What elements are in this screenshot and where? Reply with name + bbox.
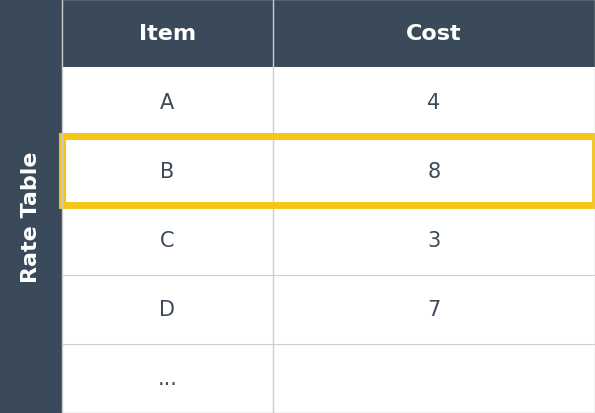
Bar xyxy=(62,344,273,413)
Bar xyxy=(273,68,595,137)
Text: C: C xyxy=(160,230,174,250)
Text: Cost: Cost xyxy=(406,24,462,44)
Text: D: D xyxy=(159,299,176,319)
Bar xyxy=(62,275,273,344)
Bar xyxy=(273,275,595,344)
Text: B: B xyxy=(160,161,174,181)
Bar xyxy=(273,344,595,413)
Bar xyxy=(62,137,595,206)
Bar xyxy=(62,68,273,137)
Bar xyxy=(62,137,273,206)
Text: Item: Item xyxy=(139,24,196,44)
Text: 4: 4 xyxy=(427,93,440,112)
Text: 7: 7 xyxy=(427,299,440,319)
Text: ...: ... xyxy=(157,368,177,389)
Text: 8: 8 xyxy=(427,161,440,181)
Bar xyxy=(0,0,62,413)
Bar xyxy=(273,137,595,206)
Bar xyxy=(62,206,273,275)
Bar xyxy=(273,206,595,275)
Text: 3: 3 xyxy=(427,230,440,250)
Bar xyxy=(62,0,595,413)
Text: Rate Table: Rate Table xyxy=(21,151,41,282)
Bar xyxy=(62,0,595,68)
Text: A: A xyxy=(160,93,174,112)
